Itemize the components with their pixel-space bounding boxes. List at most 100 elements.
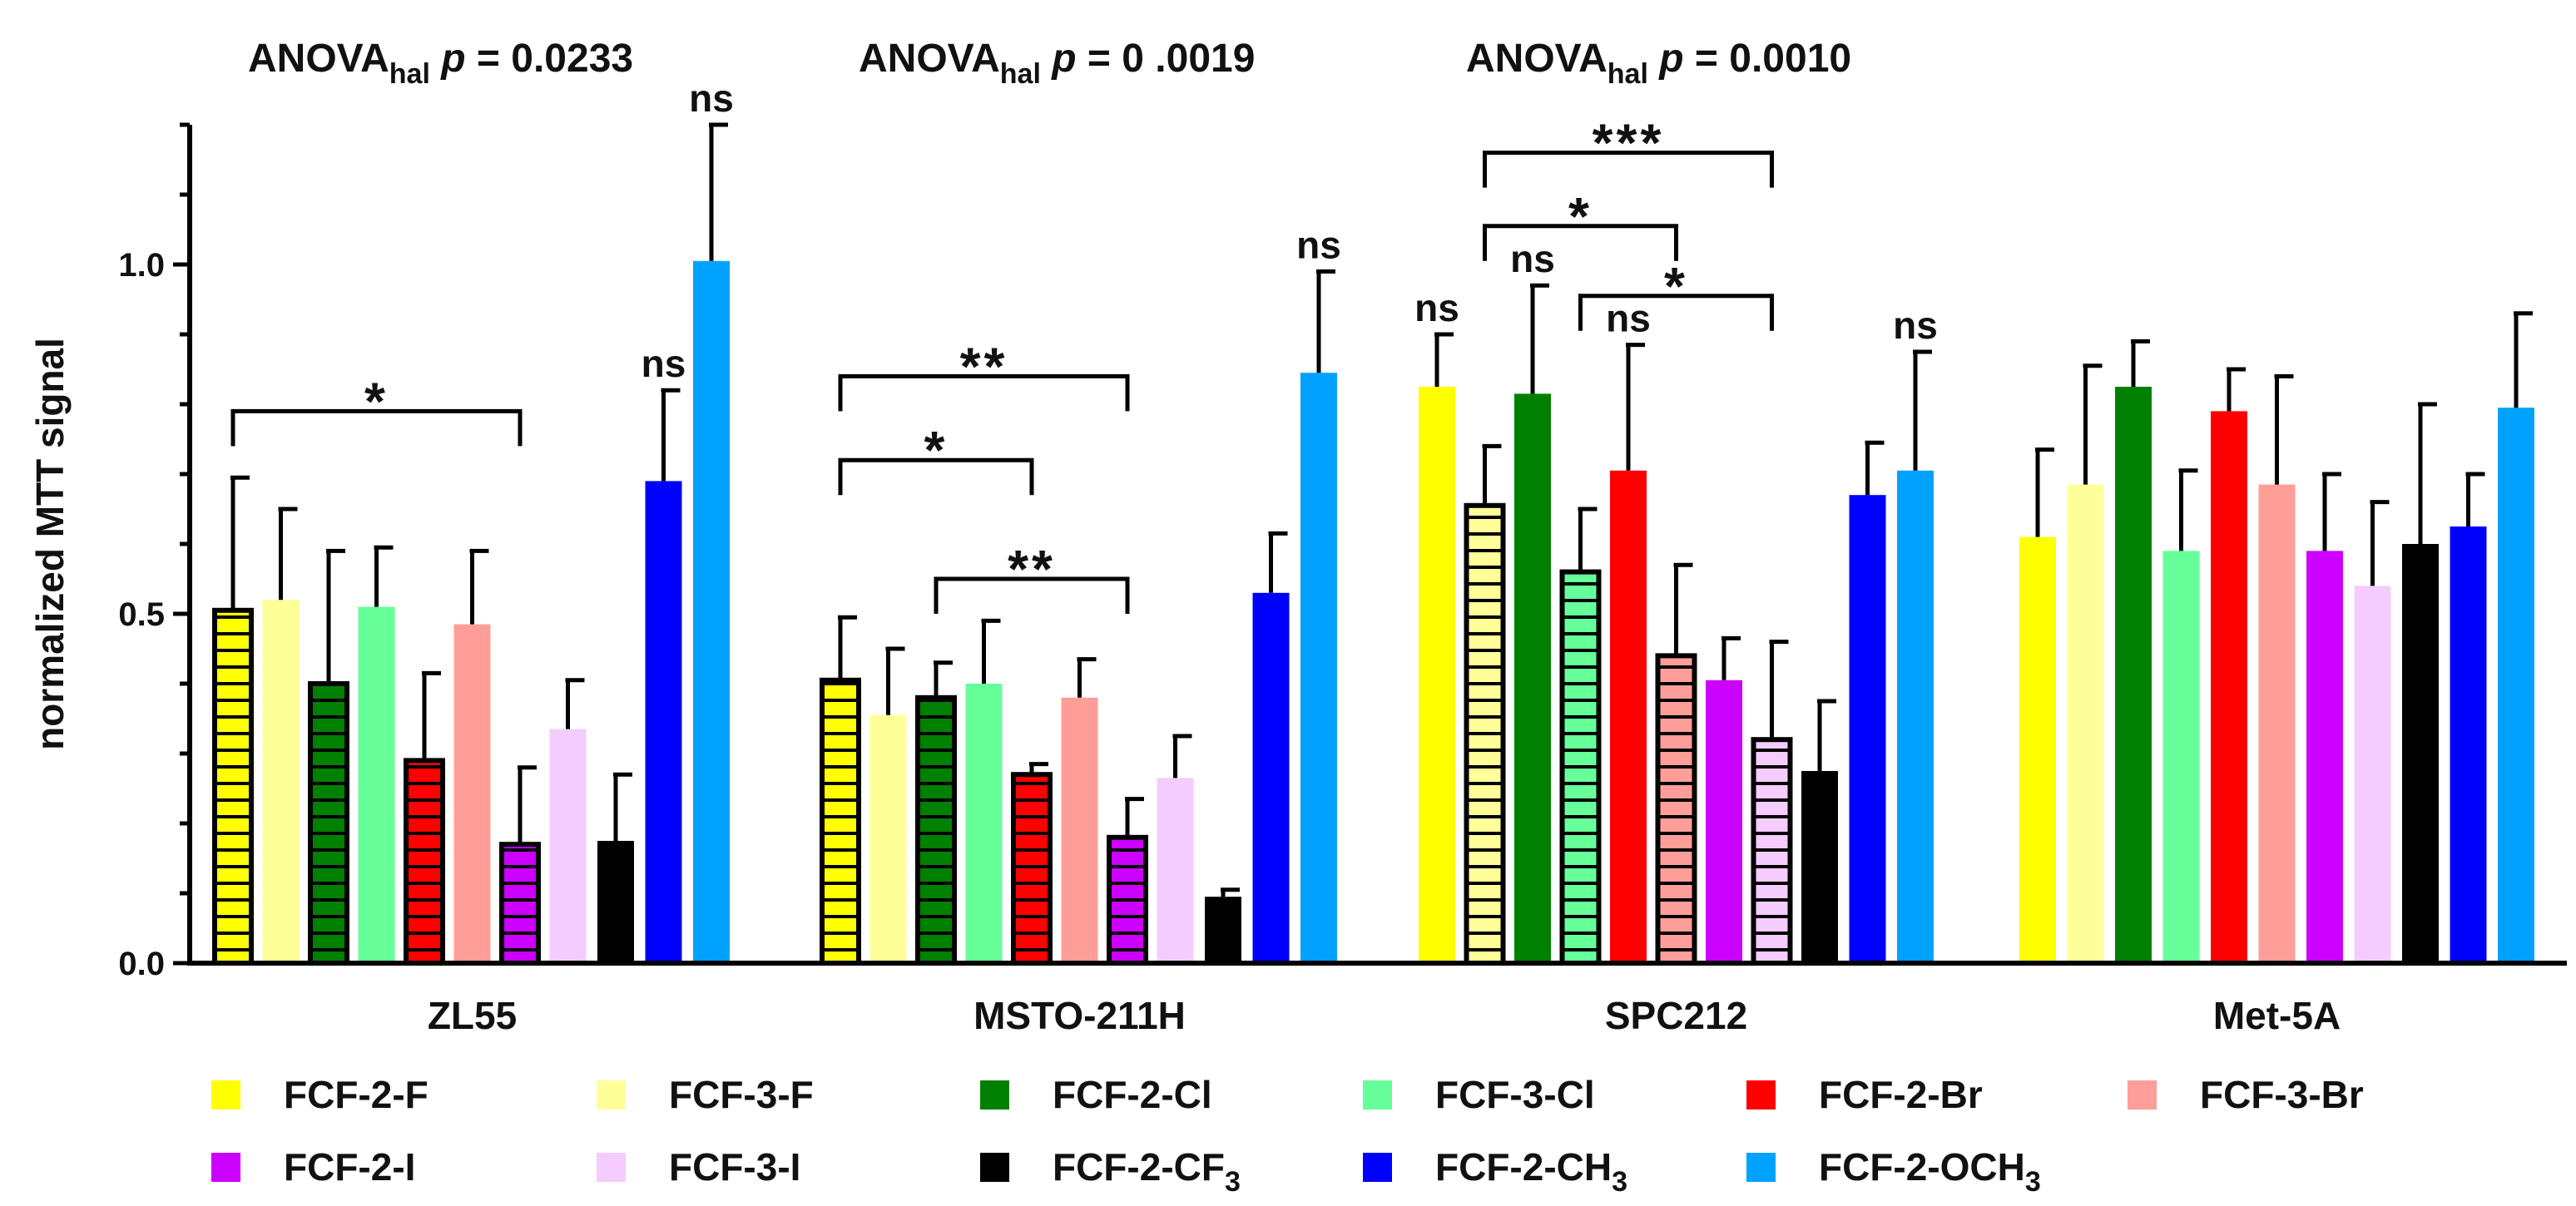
significance-stars: *** [1593,113,1665,173]
bar-msto-211h-fcf-2-cl-hatch [920,697,952,963]
legend: FCF-2-F FCF-3-F FCF-2-Cl FCF-3-Cl FCF-2-Br FC… [211,1073,2364,1198]
ns-label: ns [1893,304,1938,347]
bar-zl55-fcf-2-cf3 [597,841,634,963]
legend-item-fcf-3-i-swatch [597,1153,626,1182]
ns-label: ns [1510,237,1555,280]
significance-stars: ** [1008,539,1056,599]
x-category-label: SPC212 [1605,994,1747,1037]
bar-zl55-fcf-2-cl-hatch [313,684,344,963]
bar-zl55-fcf-2-br-hatch [409,760,440,963]
bar-spc212-fcf-3-f-hatch [1469,505,1501,963]
significance-bracket [230,408,523,447]
bar-spc212-fcf-2-f [1419,387,1455,963]
bar-zl55-fcf-2-i-hatch [504,844,536,963]
legend-item-fcf-3-f-label: FCF-3-F [669,1073,814,1116]
x-category-label: ZL55 [428,994,517,1037]
significance-stars: * [1568,186,1593,246]
bar-msto-211h-fcf-3-cl [965,684,1003,963]
bar-msto-211h-fcf-2-br-hatch [1016,774,1048,963]
x-category-label: MSTO-211H [973,994,1186,1037]
bar-zl55-fcf-3-i [549,729,587,963]
significance-bracket [1483,224,1678,261]
bar-zl55-fcf-3-f [262,600,300,963]
bar-zl55-fcf-2-f-hatch [217,610,249,963]
bar-spc212-fcf-2-cl [1514,393,1551,963]
significance-stars: * [1664,256,1688,316]
significance-stars: * [924,420,949,480]
ns-label: ns [1606,297,1651,340]
y-tick-label: 0.0 [118,946,165,982]
ns-label: ns [642,342,686,385]
x-category-label: Met-5A [2213,994,2341,1037]
bar-msto-211h-fcf-2-f-hatch [825,680,856,963]
bars-layer [212,122,2534,966]
bar-spc212-fcf-3-i-hatch [1756,739,1788,963]
significance-bracket [838,457,1034,496]
legend-item-fcf-2-i-label: FCF-2-I [284,1145,415,1189]
bar-msto-211h-fcf-3-br [1061,697,1098,963]
ns-label: ns [689,77,734,120]
bar-met-5a-fcf-3-cl [2162,551,2200,963]
bar-met-5a-fcf-2-f [2019,536,2056,963]
bar-zl55-fcf-2-ch3 [645,481,682,963]
bar-met-5a-fcf-3-i [2354,586,2391,963]
bar-msto-211h-fcf-3-f [869,714,907,963]
ns-label: ns [1296,223,1341,266]
significance-bracket [934,576,1130,614]
y-tick-label: 1.0 [118,247,165,284]
legend-item-fcf-2-ch3-swatch [1363,1153,1392,1182]
legend-item-fcf-3-cl-swatch [1363,1080,1392,1110]
legend-item-fcf-3-i-label: FCF-3-I [669,1145,800,1189]
y-axis-label: normalized MTT signal [28,338,72,750]
annotations-layer: ANOVAhal p = 0.0233 ANOVAhal p = 0 .0019 A… [230,37,1938,614]
legend-item-fcf-2-f-label: FCF-2-F [284,1073,429,1116]
bar-met-5a-fcf-2-ch3 [2450,526,2487,963]
legend-item-fcf-3-f-swatch [597,1080,626,1110]
legend-item-fcf-2-och3-swatch [1746,1153,1776,1182]
bar-msto-211h-fcf-3-i [1157,778,1194,963]
bar-msto-211h-fcf-2-och3 [1300,373,1337,963]
bar-met-5a-fcf-3-f [2067,484,2104,963]
bar-met-5a-fcf-2-i [2306,551,2343,963]
anova-label: ANOVAhal p = 0.0010 [1466,37,1851,90]
significance-bracket [1578,294,1774,331]
bar-zl55-fcf-3-br [453,624,491,963]
ns-label: ns [1414,286,1459,329]
bar-met-5a-fcf-2-och3 [2498,408,2534,963]
significance-bracket [1483,151,1774,188]
bar-met-5a-fcf-3-br [2258,484,2296,963]
legend-item-fcf-3-br-swatch [2128,1080,2157,1110]
axes-layer: 0.0 0.5 1.0 normalized MTT signal ZL55 MSTO-2… [28,122,2567,1037]
bar-spc212-fcf-2-cf3 [1801,771,1838,963]
legend-item-fcf-2-cf3-label: FCF-2-CF3 [1053,1145,1241,1198]
bar-met-5a-fcf-2-cl [2115,387,2152,963]
bar-spc212-fcf-2-ch3 [1849,495,1886,963]
y-tick-label: 0.5 [118,596,165,633]
bar-spc212-fcf-2-br [1610,470,1647,963]
legend-item-fcf-2-och3-label: FCF-2-OCH3 [1819,1145,2041,1198]
legend-item-fcf-2-cl-swatch [980,1080,1009,1110]
bar-zl55-fcf-2-och3 [693,260,730,963]
legend-item-fcf-2-ch3-label: FCF-2-CH3 [1435,1145,1627,1198]
legend-item-fcf-2-cl-label: FCF-2-Cl [1053,1073,1212,1116]
bar-spc212-fcf-2-i [1706,680,1742,963]
legend-item-fcf-3-br-label: FCF-3-Br [2200,1073,2364,1116]
bar-met-5a-fcf-2-cf3 [2402,544,2439,963]
legend-item-fcf-2-i-swatch [211,1153,240,1182]
bar-msto-211h-fcf-2-ch3 [1252,592,1290,963]
bar-zl55-fcf-3-cl [358,606,395,963]
bar-spc212-fcf-3-br-hatch [1660,655,1692,963]
bar-spc212-fcf-2-och3 [1897,470,1934,963]
anova-label: ANOVAhal p = 0.0233 [248,37,633,90]
significance-stars: ** [960,336,1008,396]
legend-item-fcf-2-f-swatch [211,1080,240,1110]
legend-item-fcf-3-cl-label: FCF-3-Cl [1435,1073,1595,1116]
legend-item-fcf-2-cf3-swatch [980,1153,1009,1182]
significance-bracket [838,373,1130,412]
bar-msto-211h-fcf-2-cf3 [1205,897,1241,963]
bar-msto-211h-fcf-2-i-hatch [1112,837,1143,963]
significance-stars: * [364,371,389,431]
bar-spc212-fcf-3-cl-hatch [1564,571,1597,963]
anova-label: ANOVAhal p = 0 .0019 [859,37,1255,90]
